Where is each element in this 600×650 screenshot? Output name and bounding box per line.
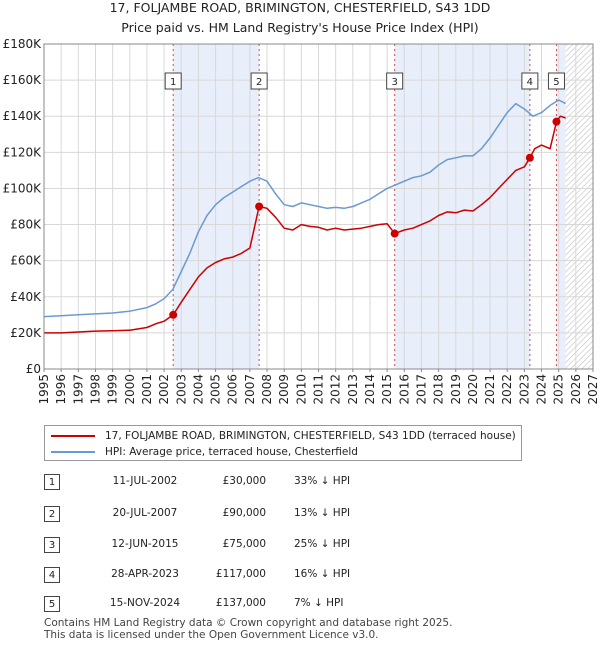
x-tick-label: 2015	[380, 374, 394, 405]
x-tick-label: 2010	[294, 374, 308, 405]
sale-price: £90,000	[222, 507, 266, 519]
x-tick-label: 2025	[552, 374, 566, 405]
sale-date: 12-JUN-2015	[111, 538, 179, 550]
sale-label-box	[164, 72, 182, 90]
x-tick-label: 1996	[54, 374, 68, 405]
sale-label-number: 1	[170, 77, 176, 88]
sale-date: 20-JUL-2007	[112, 507, 178, 519]
x-tick-label: 2003	[174, 374, 188, 405]
sale-price: £117,000	[215, 568, 266, 580]
sale-label-box	[547, 72, 565, 90]
x-tick-label: 2018	[432, 374, 446, 405]
price-chart: 17, FOLJAMBE ROAD, BRIMINGTON, CHESTERFI…	[3, 0, 600, 405]
x-tick-label: 2009	[277, 374, 291, 405]
x-tick-label: 2022	[500, 374, 514, 405]
y-tick-label: £40K	[10, 290, 42, 304]
x-tick-label: 2016	[397, 374, 411, 405]
x-tick-label: 2019	[449, 374, 463, 405]
x-tick-label: 2004	[191, 374, 205, 405]
chart-legend: 17, FOLJAMBE ROAD, BRIMINGTON, CHESTERFI…	[44, 425, 522, 461]
x-tick-label: 2014	[363, 374, 377, 405]
y-tick-label: £0	[26, 362, 41, 376]
legend-label-property: 17, FOLJAMBE ROAD, BRIMINGTON, CHESTERFI…	[105, 430, 516, 442]
x-tick-label: 2011	[312, 374, 326, 405]
y-tick-label: £140K	[3, 109, 43, 123]
y-tick-label: £180K	[3, 37, 43, 51]
sale-label-number: 3	[391, 77, 397, 88]
sale-number: 5	[44, 596, 60, 612]
property-price-line	[44, 115, 566, 334]
hpi-line	[43, 99, 566, 318]
sale-hpi-diff: 25% ↓ HPI	[294, 538, 351, 550]
x-tick-label: 2026	[569, 374, 583, 405]
sale-hpi-diff: 33% ↓ HPI	[294, 475, 351, 487]
sale-hpi-diff: 13% ↓ HPI	[294, 507, 351, 519]
sale-date: 15-NOV-2024	[109, 597, 181, 609]
y-tick-label: £20K	[10, 326, 42, 340]
x-tick-label: 2008	[260, 374, 274, 405]
sale-price: £137,000	[215, 597, 266, 609]
legend-label-hpi: HPI: Average price, terraced house, Ches…	[105, 446, 358, 458]
sale-date: 28-APR-2023	[111, 568, 179, 580]
sale-marker	[169, 310, 178, 319]
x-tick-label: 2012	[329, 374, 343, 405]
legend-item-hpi: HPI: Average price, terraced house, Ches…	[51, 444, 358, 460]
sale-number: 4	[44, 567, 60, 583]
y-tick-label: £100K	[3, 181, 43, 195]
shaded-period	[556, 44, 566, 369]
sale-number: 2	[44, 506, 60, 522]
x-tick-label: 2013	[346, 374, 360, 405]
legend-item-property: 17, FOLJAMBE ROAD, BRIMINGTON, CHESTERFI…	[51, 428, 516, 444]
sale-label-number: 5	[553, 77, 559, 88]
sale-label-number: 2	[256, 77, 262, 88]
x-tick-label: 2005	[209, 374, 223, 405]
legend-swatch-property	[51, 435, 95, 437]
legend-swatch-hpi	[51, 451, 95, 453]
sale-label-number: 4	[527, 77, 533, 88]
sale-marker	[552, 117, 561, 126]
sale-date: 11-JUL-2002	[112, 475, 178, 487]
shaded-period	[173, 44, 260, 369]
x-tick-label: 2002	[157, 374, 171, 405]
x-tick-label: 2006	[226, 374, 240, 405]
chart-title: 17, FOLJAMBE ROAD, BRIMINGTON, CHESTERFI…	[110, 0, 491, 15]
sale-number: 3	[44, 537, 60, 553]
x-tick-label: 2017	[414, 374, 428, 405]
x-tick-label: 2020	[466, 374, 480, 405]
x-tick-label: 2024	[535, 374, 549, 405]
sale-marker	[390, 229, 399, 238]
x-tick-label: 2023	[517, 374, 531, 405]
sale-label-box	[386, 72, 404, 90]
chart-subtitle: Price paid vs. HM Land Registry's House …	[121, 20, 478, 35]
footer-licence: This data is licensed under the Open Gov…	[44, 629, 379, 641]
forecast-region	[565, 44, 593, 369]
x-tick-label: 1997	[71, 374, 85, 405]
footer: Contains HM Land Registry data © Crown c…	[44, 617, 452, 641]
sale-label-box	[250, 72, 268, 90]
x-tick-label: 2027	[586, 374, 600, 405]
sale-label-box	[521, 72, 539, 90]
y-tick-label: £120K	[3, 145, 43, 159]
sale-hpi-diff: 16% ↓ HPI	[294, 568, 351, 580]
x-tick-label: 2000	[123, 374, 137, 405]
footer-copyright: Contains HM Land Registry data © Crown c…	[44, 617, 453, 629]
sale-marker	[525, 153, 534, 162]
sale-price: £75,000	[222, 538, 266, 550]
shaded-period	[394, 44, 530, 369]
y-tick-label: £80K	[10, 218, 42, 232]
x-tick-label: 1995	[37, 374, 51, 405]
x-tick-label: 2021	[483, 374, 497, 405]
sale-price: £30,000	[222, 475, 266, 487]
x-tick-label: 2001	[140, 374, 154, 405]
x-tick-label: 1998	[88, 374, 102, 405]
sale-hpi-diff: 7% ↓ HPI	[294, 597, 344, 609]
y-tick-label: £160K	[3, 73, 43, 87]
x-tick-label: 1999	[106, 374, 120, 405]
x-tick-label: 2007	[243, 374, 257, 405]
sale-marker	[255, 202, 264, 211]
sale-number: 1	[44, 474, 60, 490]
y-tick-label: £60K	[10, 254, 42, 268]
